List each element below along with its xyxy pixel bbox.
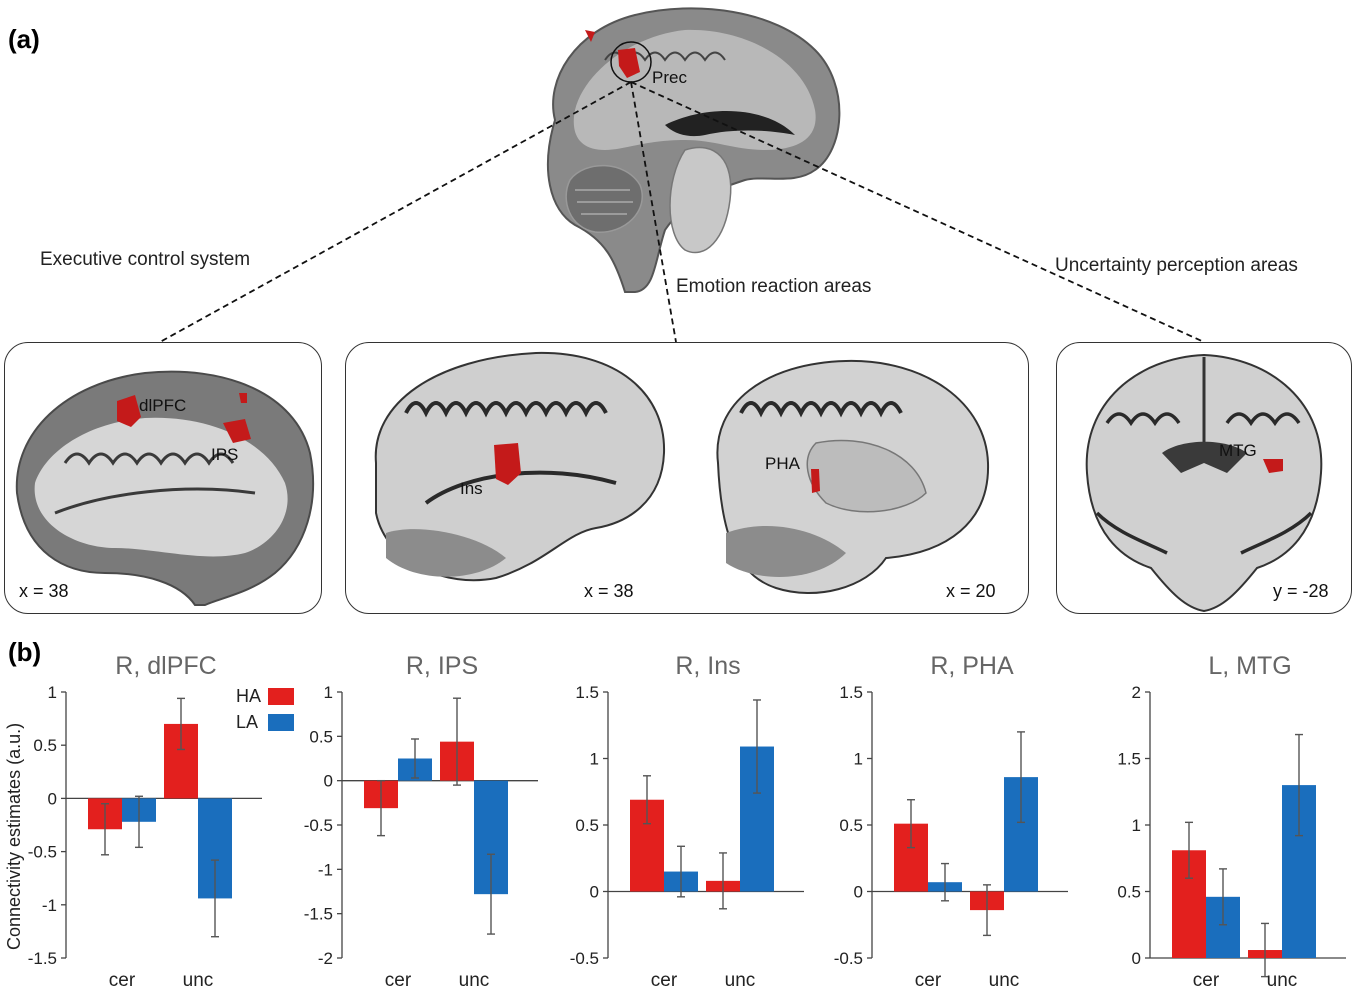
connectivity-bar-charts: R, dlPFC 1 0.5 0 -0.5 -1 -1.5 cer unc R, IPS 1 0.5 0…: [28, 652, 1346, 991]
y-tick-label: -1: [42, 896, 57, 915]
caption-executive: Executive control system: [40, 249, 251, 270]
y-tick-label: 1: [1132, 816, 1141, 835]
region-label-dlpfc: dlPFC: [139, 396, 187, 415]
caption-uncertainty: Uncertainty perception areas: [1055, 255, 1298, 276]
x-category-label: cer: [1193, 970, 1220, 991]
y-tick-label: -0.5: [28, 843, 57, 862]
x-category-label: cer: [109, 970, 136, 991]
y-tick-label: 0: [1132, 949, 1141, 968]
slice-coord-3: x = 20: [946, 581, 996, 601]
chart-title: R, Ins: [675, 652, 740, 680]
x-category-label: unc: [183, 970, 214, 991]
chart-title: L, MTG: [1208, 652, 1291, 680]
chart-title: R, IPS: [406, 652, 478, 680]
lateral-brain-render: [15, 370, 314, 606]
caption-emotion: Emotion reaction areas: [676, 276, 872, 297]
slice-box-uncertainty: MTG y = -28: [1056, 342, 1352, 614]
x-category-label: unc: [725, 970, 756, 991]
legend-label-ha: HA: [236, 686, 261, 706]
connector-lines: [159, 81, 1205, 343]
seed-label-prec: Prec: [652, 68, 687, 87]
chart-title: R, dlPFC: [115, 652, 216, 680]
y-tick-label: 0.5: [1117, 883, 1141, 902]
y-tick-label: 0: [324, 772, 333, 791]
y-tick-label: 1.5: [1117, 750, 1141, 769]
region-label-pha: PHA: [765, 454, 800, 473]
y-tick-label: 0: [854, 883, 863, 902]
y-tick-label: 1: [854, 750, 863, 769]
y-tick-label: 0.5: [33, 736, 57, 755]
slice-box-executive: dlPFC IPS x = 38: [4, 342, 322, 614]
y-tick-label: 1: [324, 683, 333, 702]
y-tick-label: -0.5: [304, 816, 333, 835]
x-category-label: unc: [459, 970, 490, 991]
coronal-slice-render: [1085, 353, 1323, 613]
slice-coord-4: y = -28: [1273, 581, 1329, 601]
slice-coord-1: x = 38: [19, 581, 69, 601]
y-tick-label: -0.5: [570, 949, 599, 968]
sagittal-slices-render: [374, 351, 990, 595]
y-tick-label: 1: [590, 750, 599, 769]
region-label-mtg: MTG: [1219, 441, 1257, 460]
y-tick-label: 1.5: [575, 683, 599, 702]
y-tick-label: 0: [48, 789, 57, 808]
x-category-label: cer: [651, 970, 678, 991]
y-tick-label: -1: [318, 860, 333, 879]
y-tick-label: 0: [590, 883, 599, 902]
y-tick-label: -1.5: [28, 949, 57, 968]
legend-swatch-ha: [268, 688, 294, 705]
panel-b-label: (b): [8, 637, 42, 667]
chart-title: R, PHA: [930, 652, 1014, 680]
slice-coord-2: x = 38: [584, 581, 634, 601]
panel-a-label: (a): [8, 24, 40, 54]
x-category-label: cer: [385, 970, 412, 991]
y-tick-label: 1: [48, 683, 57, 702]
y-tick-label: -2: [318, 949, 333, 968]
slice-box-emotion: Ins PHA x = 38 x = 20: [345, 342, 1029, 614]
y-tick-label: 2: [1132, 683, 1141, 702]
legend-label-la: LA: [236, 712, 258, 732]
region-label-ins: Ins: [460, 479, 483, 498]
midsagittal-brain: [546, 7, 841, 293]
y-tick-label: 0.5: [839, 816, 863, 835]
x-category-label: unc: [989, 970, 1020, 991]
region-label-ips: IPS: [211, 445, 239, 464]
y-tick-label: -0.5: [834, 949, 863, 968]
y-tick-label: -1.5: [304, 905, 333, 924]
y-tick-label: 0.5: [575, 816, 599, 835]
legend-swatch-la: [268, 714, 294, 731]
x-category-label: unc: [1267, 970, 1298, 991]
x-category-label: cer: [915, 970, 942, 991]
y-tick-label: 1.5: [839, 683, 863, 702]
y-tick-label: 0.5: [309, 727, 333, 746]
